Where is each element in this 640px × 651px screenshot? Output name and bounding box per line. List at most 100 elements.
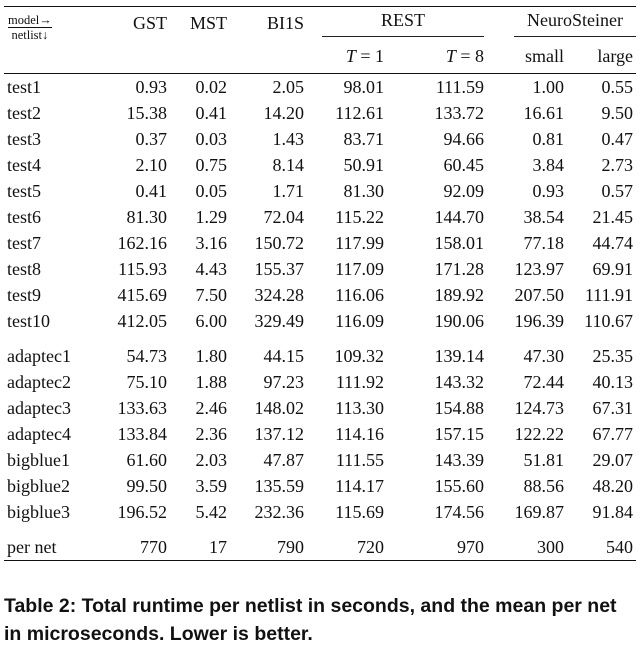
table-row: test4 2.10 0.75 8.14 50.91 60.45 3.84 2.73 [4, 152, 636, 178]
table-cell: 61.60 [126, 449, 168, 470]
table-cell: 157.15 [434, 423, 485, 444]
table-cell: 770 [94, 534, 167, 561]
table-cell: 38.54 [523, 206, 565, 227]
table-cell: 150.72 [254, 232, 305, 253]
table-cell: 133.84 [117, 423, 168, 444]
table-cell: 0.57 [601, 180, 634, 201]
table-cell: 29.07 [592, 449, 634, 470]
table-cell: 196.52 [117, 501, 168, 522]
table-cell: 14.20 [263, 102, 305, 123]
row-label: test6 [7, 206, 41, 227]
table-cell: 54.73 [126, 345, 168, 366]
table-cell: 3.84 [532, 154, 565, 175]
corner-top-label: model→ [8, 13, 52, 28]
table-cell: 169.87 [514, 501, 565, 522]
table-row: bigblue3 196.52 5.42 232.36 115.69 174.56 169.… [4, 499, 636, 525]
table-cell: 0.81 [532, 128, 565, 149]
table-cell: 4.43 [195, 258, 228, 279]
corner-cell: model→ netlist↓ [4, 6, 94, 74]
corner-bottom-label: netlist↓ [11, 28, 49, 42]
table-row: bigblue1 61.60 2.03 47.87 111.55 143.39 51.81 2… [4, 447, 636, 473]
table-cell: 7.50 [195, 284, 228, 305]
table-cell: 88.56 [523, 475, 565, 496]
row-label: bigblue1 [7, 449, 70, 470]
table-cell: 81.30 [126, 206, 168, 227]
table-cell: 300 [484, 534, 564, 561]
table-cell: 115.69 [335, 501, 384, 522]
table-cell: 97.23 [263, 371, 305, 392]
table-cell: 0.47 [601, 128, 634, 149]
table-cell: 189.92 [434, 284, 485, 305]
row-label: test4 [7, 154, 41, 175]
table-cell: 50.91 [343, 154, 385, 175]
table-cell: 116.06 [335, 284, 384, 305]
table-caption: Table 2: Total runtime per netlist in se… [4, 595, 617, 645]
table-cell: 1.00 [484, 73, 564, 100]
table-cell: 0.75 [195, 154, 228, 175]
table-row: test10 412.05 6.00 329.49 116.09 190.06 196.39… [4, 308, 636, 334]
table-cell: 196.39 [514, 310, 565, 331]
table-cell: 9.50 [601, 102, 634, 123]
table-row: test7 162.16 3.16 150.72 117.99 158.01 77.18 44… [4, 230, 636, 256]
row-label: test1 [4, 73, 94, 100]
subheader-neuro-large: large [597, 45, 633, 66]
row-label: bigblue2 [7, 475, 70, 496]
table-cell: 25.35 [592, 345, 634, 366]
table-cell: 1.29 [195, 206, 228, 227]
table-cell: 111.55 [335, 449, 384, 470]
row-label: test3 [7, 128, 41, 149]
table-cell: 117.09 [335, 258, 384, 279]
col-header-mst: MST [167, 6, 227, 39]
runtime-table: model→ netlist↓ GST MST BI1S REST NeuroS… [4, 6, 636, 561]
table-cell: 94.66 [443, 128, 485, 149]
table-cell: 67.31 [592, 397, 634, 418]
table-cell: 110.67 [584, 310, 633, 331]
row-gap [4, 525, 636, 534]
table-cell: 171.28 [434, 258, 485, 279]
table-row: test1 0.93 0.02 2.05 98.01 111.59 1.00 0.55 [4, 73, 636, 100]
table-cell: 0.37 [135, 128, 168, 149]
table-row: bigblue2 99.50 3.59 135.59 114.17 155.60 88.56… [4, 473, 636, 499]
table-cell: 2.46 [195, 397, 228, 418]
col-header-gst: GST [94, 6, 167, 39]
table-row: test3 0.37 0.03 1.43 83.71 94.66 0.81 0.47 [4, 126, 636, 152]
table-cell: 112.61 [335, 102, 384, 123]
table-cell: 144.70 [434, 206, 485, 227]
table-cell: 115.22 [335, 206, 384, 227]
header-row-2: T = 1 T = 8 small large [4, 39, 636, 74]
table-row: per net 770 17 790 720 970 300 540 [4, 534, 636, 561]
table-cell: 0.02 [167, 73, 227, 100]
table-row: adaptec4 133.84 2.36 137.12 114.16 157.15 122.… [4, 421, 636, 447]
table-cell: 133.72 [434, 102, 485, 123]
table-cell: 1.88 [195, 371, 228, 392]
table-cell: 77.18 [523, 232, 565, 253]
table-cell: 2.10 [135, 154, 168, 175]
table-cell: 40.13 [592, 371, 634, 392]
row-label: test9 [7, 284, 41, 305]
table-cell: 190.06 [434, 310, 485, 331]
table-cell: 114.17 [335, 475, 384, 496]
row-label: per net [4, 534, 94, 561]
table-cell: 122.22 [514, 423, 565, 444]
col-header-bi1s: BI1S [227, 6, 304, 39]
table-cell: 5.42 [195, 501, 228, 522]
table-cell: 143.32 [434, 371, 485, 392]
table-cell: 47.87 [263, 449, 305, 470]
subheader-rest-t8: T = 8 [445, 45, 484, 66]
table-cell: 109.32 [334, 345, 385, 366]
table-cell: 67.77 [592, 423, 634, 444]
table-row: test9 415.69 7.50 324.28 116.06 189.92 207.50 1… [4, 282, 636, 308]
subheader-neuro-small: small [525, 45, 564, 66]
table-cell: 2.03 [195, 449, 228, 470]
row-label: test5 [7, 180, 41, 201]
table-cell: 1.80 [195, 345, 228, 366]
table-cell: 44.15 [263, 345, 305, 366]
table-cell: 0.93 [94, 73, 167, 100]
table-cell: 540 [564, 534, 636, 561]
table-cell: 81.30 [343, 180, 385, 201]
table-cell: 51.81 [523, 449, 565, 470]
table-row: adaptec1 54.73 1.80 44.15 109.32 139.14 47.30 2… [4, 343, 636, 369]
table-cell: 412.05 [117, 310, 168, 331]
table-cell: 1.43 [272, 128, 305, 149]
